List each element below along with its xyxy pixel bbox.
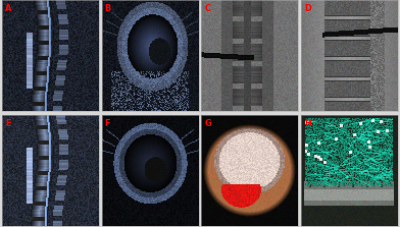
Text: E: E [5,118,10,127]
Text: F: F [105,118,110,127]
Text: A: A [5,5,12,13]
Text: B: B [105,5,111,13]
Text: H: H [304,118,311,127]
Text: D: D [304,5,311,13]
Text: C: C [204,5,210,13]
Text: G: G [204,118,211,127]
